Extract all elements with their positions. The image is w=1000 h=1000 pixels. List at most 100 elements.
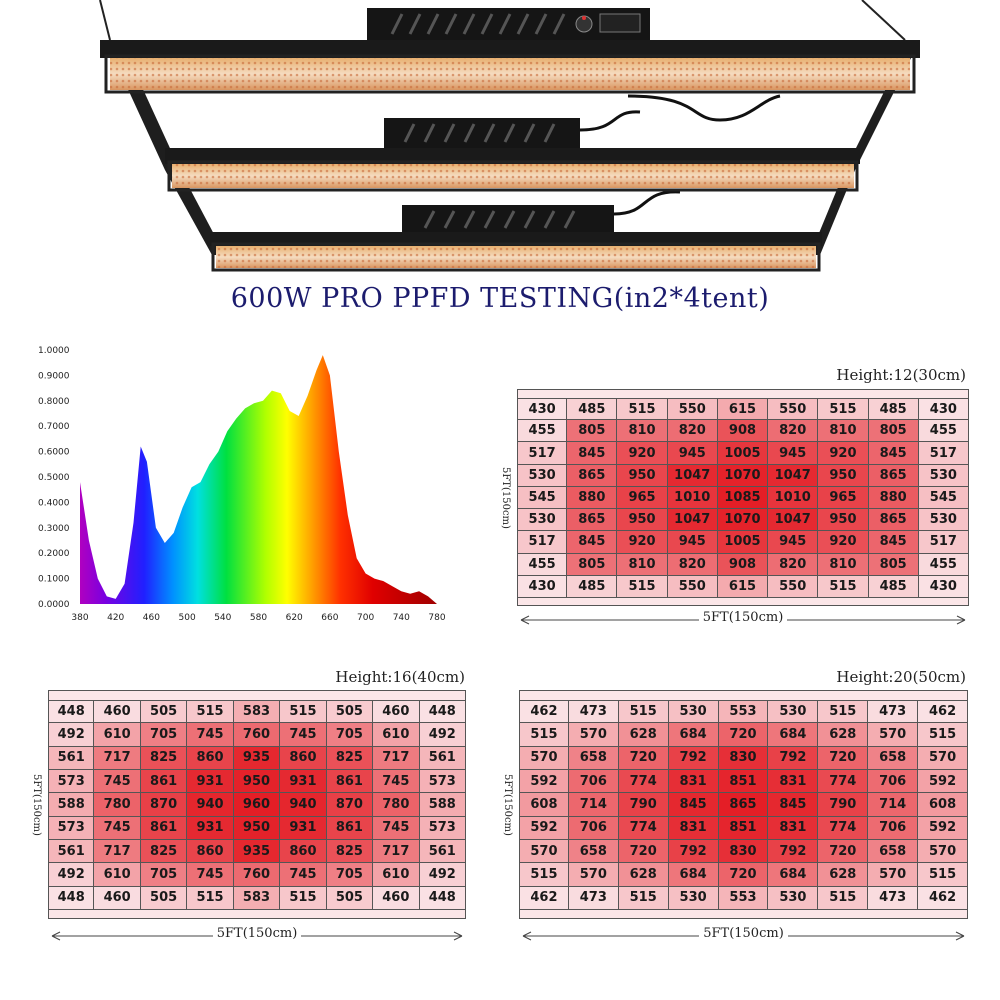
ppfd-cell: 965 bbox=[617, 486, 668, 510]
ppfd-cell: 628 bbox=[818, 863, 869, 887]
ppfd-cell: 810 bbox=[818, 553, 869, 576]
ppfd-cell: 610 bbox=[94, 863, 141, 887]
led-grow-light-illustration bbox=[99, 0, 920, 272]
ppfd-cell: 515 bbox=[918, 723, 968, 747]
ppfd-cell: 515 bbox=[818, 398, 869, 421]
ppfd-cell: 717 bbox=[94, 746, 141, 770]
ppfd-cell: 830 bbox=[718, 746, 769, 770]
ppfd-cell: 861 bbox=[326, 770, 374, 794]
ppfd-cell: 570 bbox=[918, 746, 968, 770]
ppfd-cell: 485 bbox=[567, 398, 618, 421]
ppfd-cell: 745 bbox=[280, 863, 327, 887]
heatmap-3-height-label: Height:20(50cm) bbox=[836, 668, 966, 686]
heatmap-3-grid: 462 473 515 530 553 530 515 473 462 515 570 628 684 7… bbox=[519, 700, 968, 910]
ppfd-cell: 720 bbox=[818, 746, 869, 770]
ppfd-cell: 706 bbox=[568, 770, 619, 794]
ppfd-cell: 810 bbox=[818, 420, 869, 443]
ppfd-cell: 515 bbox=[818, 575, 869, 598]
ppfd-cell: 851 bbox=[718, 816, 769, 840]
ppfd-cell: 760 bbox=[233, 863, 281, 887]
ppfd-cell: 658 bbox=[868, 746, 919, 770]
spectrum-x-tick: 540 bbox=[214, 613, 231, 623]
heatmap-2-width-dimension: 5FT(150cm) bbox=[48, 926, 466, 941]
ppfd-cell: 610 bbox=[373, 723, 420, 747]
heatmap-3-width-dimension: 5FT(150cm) bbox=[519, 926, 968, 941]
ppfd-cell: 628 bbox=[818, 723, 869, 747]
ppfd-cell: 515 bbox=[187, 700, 234, 724]
ppfd-cell: 745 bbox=[94, 816, 141, 840]
spectrum-y-tick: 0.6000 bbox=[38, 448, 70, 458]
ppfd-cell: 945 bbox=[768, 531, 819, 554]
ppfd-cell: 462 bbox=[918, 700, 968, 724]
ppfd-cell: 908 bbox=[717, 553, 769, 576]
ppfd-cell: 940 bbox=[280, 793, 327, 817]
ppfd-cell: 865 bbox=[567, 464, 618, 487]
spectrum-y-tick: 0.4000 bbox=[38, 498, 70, 508]
ppfd-cell: 505 bbox=[140, 886, 188, 910]
ppfd-cell: 530 bbox=[517, 509, 568, 532]
ppfd-cell: 830 bbox=[718, 840, 769, 864]
spectrum-y-tick: 0.8000 bbox=[38, 397, 70, 407]
ppfd-cell: 492 bbox=[419, 863, 466, 887]
ppfd-cell: 950 bbox=[233, 770, 281, 794]
spectrum-x-tick: 380 bbox=[71, 613, 88, 623]
ppfd-cell: 517 bbox=[918, 531, 969, 554]
spectrum-y-tick: 0.5000 bbox=[38, 473, 70, 483]
ppfd-cell: 608 bbox=[519, 793, 569, 817]
ppfd-cell: 940 bbox=[187, 793, 234, 817]
ppfd-cell: 774 bbox=[818, 816, 869, 840]
ppfd-cell: 920 bbox=[617, 531, 668, 554]
ppfd-cell: 583 bbox=[233, 700, 281, 724]
ppfd-cell: 448 bbox=[419, 700, 466, 724]
ppfd-cell: 845 bbox=[868, 531, 919, 554]
ppfd-cell: 684 bbox=[768, 863, 819, 887]
ppfd-cell: 860 bbox=[187, 746, 234, 770]
ppfd-cell: 950 bbox=[617, 464, 668, 487]
heatmap-1-height-dimension: 5FT(150cm) bbox=[500, 390, 511, 605]
ppfd-cell: 615 bbox=[717, 575, 769, 598]
ppfd-cell: 608 bbox=[918, 793, 968, 817]
ppfd-cell: 530 bbox=[768, 886, 819, 910]
ppfd-cell: 684 bbox=[668, 863, 719, 887]
ppfd-cell: 515 bbox=[617, 398, 668, 421]
ppfd-cell: 920 bbox=[617, 442, 668, 465]
ppfd-cell: 720 bbox=[618, 840, 669, 864]
ppfd-cell: 831 bbox=[668, 770, 719, 794]
ppfd-cell: 570 bbox=[918, 840, 968, 864]
ppfd-cell: 705 bbox=[326, 863, 374, 887]
ppfd-cell: 805 bbox=[868, 420, 919, 443]
ppfd-cell: 570 bbox=[868, 863, 919, 887]
ppfd-cell: 860 bbox=[280, 746, 327, 770]
spectrum-x-tick: 500 bbox=[179, 613, 196, 623]
ppfd-cell: 825 bbox=[326, 746, 374, 770]
ppfd-cell: 965 bbox=[818, 486, 869, 510]
spectrum-y-tick: 0.0000 bbox=[38, 600, 70, 610]
ppfd-cell: 515 bbox=[618, 886, 669, 910]
ppfd-cell: 945 bbox=[667, 442, 718, 465]
ppfd-cell: 553 bbox=[718, 886, 769, 910]
ppfd-cell: 530 bbox=[517, 464, 568, 487]
ppfd-cell: 1010 bbox=[667, 486, 718, 510]
ppfd-cell: 774 bbox=[618, 816, 669, 840]
spectrum-x-tick: 700 bbox=[357, 613, 374, 623]
ppfd-cell: 810 bbox=[617, 553, 668, 576]
ppfd-cell: 658 bbox=[568, 840, 619, 864]
ppfd-cell: 455 bbox=[517, 420, 568, 443]
spectrum-x-tick: 580 bbox=[250, 613, 267, 623]
ppfd-cell: 448 bbox=[48, 700, 95, 724]
ppfd-cell: 455 bbox=[918, 553, 969, 576]
ppfd-cell: 831 bbox=[768, 770, 819, 794]
light-spectrum-chart: 1.0000 0.9000 0.8000 0.7000 0.6000 0.5000 0.40… bbox=[38, 346, 446, 623]
spectrum-y-tick: 1.0000 bbox=[38, 346, 70, 356]
ppfd-cell: 460 bbox=[94, 886, 141, 910]
ppfd-cell: 790 bbox=[818, 793, 869, 817]
ppfd-cell: 658 bbox=[568, 746, 619, 770]
ppfd-cell: 792 bbox=[768, 746, 819, 770]
ppfd-cell: 820 bbox=[667, 553, 718, 576]
ppfd-cell: 1085 bbox=[717, 486, 769, 510]
ppfd-cell: 473 bbox=[868, 700, 919, 724]
ppfd-cell: 705 bbox=[140, 863, 188, 887]
ppfd-cell: 485 bbox=[868, 575, 919, 598]
ppfd-cell: 720 bbox=[618, 746, 669, 770]
ppfd-cell: 805 bbox=[868, 553, 919, 576]
